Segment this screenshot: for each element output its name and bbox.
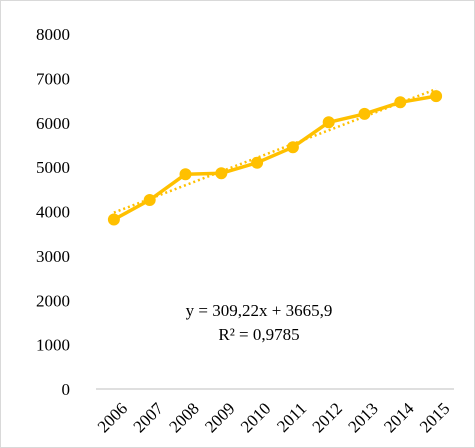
data-point-marker [143,194,156,206]
series-line [113,94,437,222]
data-point-marker [286,141,299,154]
x-tick-label: 2009 [201,399,238,436]
y-tick-label: 8000 [36,25,70,44]
y-axis-ticks: 0 1000 2000 3000 4000 5000 6000 7000 8000 [36,25,70,399]
y-tick-label: 4000 [36,203,70,222]
y-tick-label: 6000 [36,114,70,133]
y-tick-label: 3000 [36,247,70,266]
trend-equation: y = 309,22x + 3665,9 [186,301,333,320]
data-point-marker [107,213,120,226]
data-point-marker [251,156,264,169]
x-tick-label: 2012 [309,399,346,436]
y-tick-label: 2000 [36,291,70,310]
data-point-marker [430,90,443,103]
data-point-marker [179,168,192,181]
data-point-marker [358,107,371,120]
x-tick-label: 2006 [94,399,131,436]
y-tick-label: 5000 [36,158,70,177]
data-point-marker [322,116,335,129]
x-tick-label: 2007 [130,399,168,437]
y-tick-label: 1000 [36,336,70,355]
x-tick-label: 2011 [273,399,310,436]
x-tick-label: 2013 [344,399,381,436]
x-tick-label: 2010 [237,399,274,436]
x-tick-label: 2008 [165,399,202,436]
series-group [107,90,443,226]
x-tick-label: 2014 [380,399,418,437]
data-point-marker [394,96,407,109]
x-tick-label: 2015 [416,399,453,436]
y-tick-label: 0 [62,380,71,399]
y-tick-label: 7000 [36,69,70,88]
data-point-marker [215,167,228,180]
trend-r-squared: R² = 0,9785 [218,325,299,344]
